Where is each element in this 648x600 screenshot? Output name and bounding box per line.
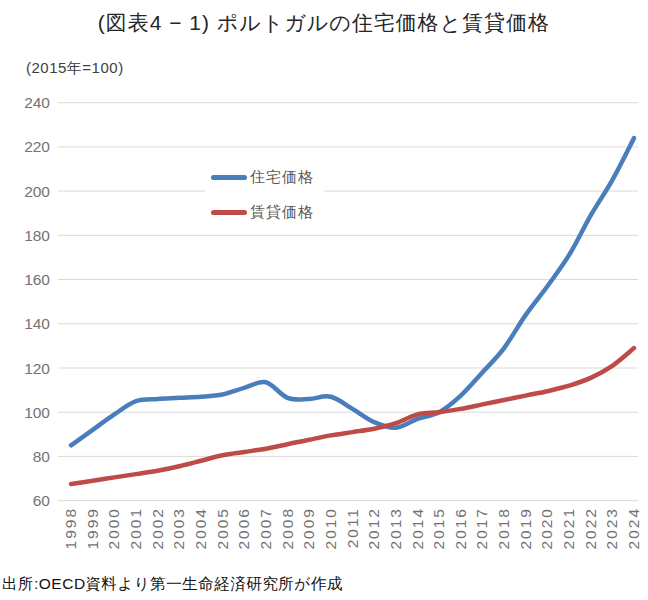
legend-label-housing: 住宅価格	[250, 168, 314, 187]
y-tick-label: 100	[24, 404, 50, 421]
x-tick-label: 2000	[105, 507, 122, 549]
rent-line-swatch	[211, 210, 247, 215]
legend: 住宅価格 賃貸価格	[205, 160, 324, 230]
x-tick-label: 2021	[560, 507, 577, 549]
x-tick-label: 2024	[625, 507, 642, 549]
series-line-housing	[71, 138, 634, 445]
legend-item-rent: 賃貸価格	[211, 195, 314, 230]
source-note: 出所:OECD資料より第一生命経済研究所が作成	[2, 574, 343, 595]
x-tick-label: 2010	[322, 507, 339, 549]
x-tick-label: 2013	[387, 507, 404, 549]
x-tick-label: 2006	[235, 507, 252, 549]
y-tick-label: 240	[24, 94, 50, 111]
y-tick-label: 180	[24, 227, 50, 244]
x-tick-label: 2019	[517, 507, 534, 549]
legend-label-rent: 賃貸価格	[250, 203, 314, 222]
x-tick-label: 2007	[257, 507, 274, 549]
x-tick-label: 2014	[409, 507, 426, 549]
y-tick-label: 60	[33, 492, 51, 509]
x-tick-label: 2023	[603, 507, 620, 549]
legend-item-housing: 住宅価格	[211, 160, 314, 195]
x-tick-label: 1998	[62, 507, 79, 549]
x-tick-label: 2003	[170, 507, 187, 549]
x-tick-label: 1999	[84, 507, 101, 549]
y-tick-label: 140	[24, 315, 50, 332]
y-tick-label: 80	[33, 448, 51, 465]
x-tick-label: 2001	[127, 507, 144, 549]
y-tick-label: 220	[24, 138, 50, 155]
y-tick-label: 120	[24, 360, 50, 377]
housing-line-swatch	[211, 175, 247, 180]
x-tick-label: 2016	[452, 507, 469, 549]
x-tick-label: 2004	[192, 507, 209, 549]
x-tick-label: 2022	[582, 507, 599, 549]
x-tick-label: 2005	[214, 507, 231, 549]
x-tick-label: 2018	[495, 507, 512, 549]
figure: (図表4 − 1) ポルトガルの住宅価格と賃貸価格 (2015年=100) 24…	[0, 0, 648, 600]
x-tick-label: 2011	[344, 507, 361, 548]
x-tick-label: 2020	[538, 507, 555, 549]
x-tick-label: 2015	[430, 507, 447, 549]
x-tick-label: 2009	[300, 507, 317, 549]
x-tick-label: 2002	[149, 507, 166, 549]
chart-canvas: 240 220 200 180 160 140 120 100 80 60 1998 19992000…	[0, 0, 648, 600]
y-tick-label: 200	[24, 183, 50, 200]
y-tick-label: 160	[24, 271, 50, 288]
x-tick-label: 2008	[279, 507, 296, 549]
x-tick-label: 2017	[473, 507, 490, 549]
x-tick-label: 2012	[365, 507, 382, 549]
